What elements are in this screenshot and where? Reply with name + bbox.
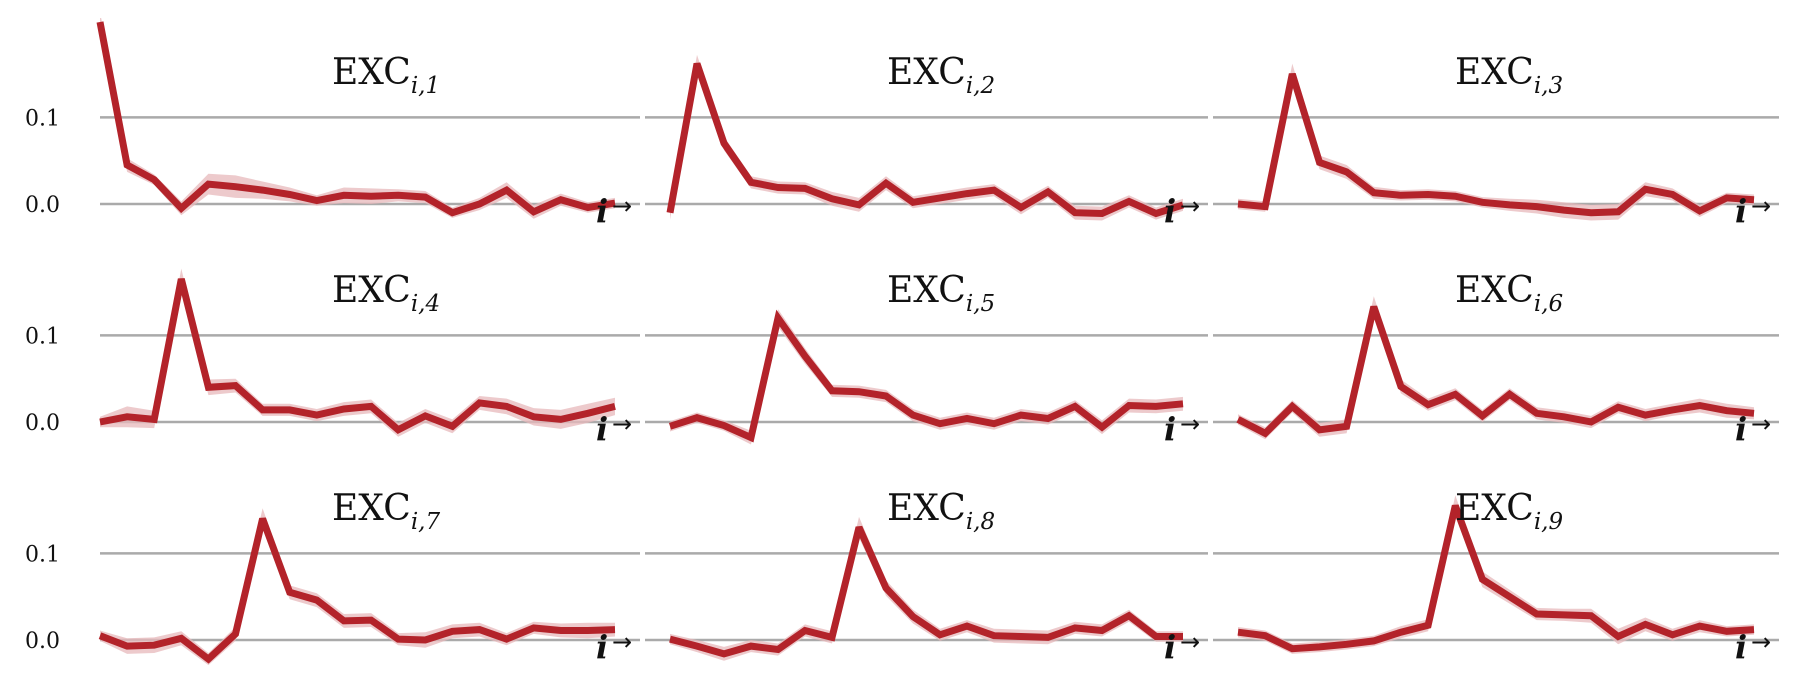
x-axis-label: i: [1164, 192, 1176, 230]
x-axis-label: i: [1735, 410, 1747, 448]
y-tick-label: 0.0: [25, 411, 60, 436]
x-axis-arrow: →: [1751, 628, 1771, 656]
x-axis-arrow: →: [612, 410, 632, 438]
panel-4: 0.0 0.1 EXCi,4 i →: [25, 268, 640, 448]
x-axis-arrow: →: [1180, 410, 1200, 438]
y-tick-label: 0.0: [25, 629, 60, 654]
panel-1: 0.0 0.1 EXCi,1 i →: [25, 18, 640, 230]
y-tick-label: 0.1: [25, 324, 60, 349]
x-axis-label: i: [596, 192, 608, 230]
panel-2: EXCi,2 i →: [645, 52, 1208, 230]
confidence-band: [1238, 63, 1754, 221]
series-line: [1236, 305, 1755, 438]
confidence-band: [1238, 296, 1754, 440]
panel-title: EXCi,7: [332, 488, 440, 535]
series-line: [669, 525, 1183, 658]
x-axis-label: i: [1164, 410, 1176, 448]
series-line: [1237, 504, 1755, 653]
panel-title: EXCi,5: [887, 270, 995, 317]
panel-5: EXCi,5 i →: [645, 270, 1208, 448]
panel-title: EXCi,2: [887, 52, 995, 99]
panel-title: EXCi,9: [1455, 488, 1563, 535]
series-line: [668, 309, 1184, 443]
series-line: [96, 21, 616, 217]
x-axis-arrow: →: [1751, 410, 1771, 438]
x-axis-arrow: →: [1751, 192, 1771, 220]
y-tick-label: 0.1: [25, 542, 60, 567]
panel-title: EXCi,1: [332, 52, 440, 99]
panel-title: EXCi,3: [1455, 52, 1563, 99]
y-tick-label: 0.0: [25, 193, 60, 218]
confidence-band: [100, 508, 615, 666]
x-axis-label: i: [596, 628, 608, 666]
panel-title: EXCi,6: [1455, 270, 1563, 317]
x-axis-arrow: →: [612, 628, 632, 656]
series-line: [666, 62, 1185, 218]
series-line: [98, 517, 616, 664]
x-axis-label: i: [1735, 192, 1747, 230]
x-axis-label: i: [1735, 628, 1747, 666]
x-axis-label: i: [1164, 628, 1176, 666]
x-axis-arrow: →: [1180, 192, 1200, 220]
series-line: [1237, 72, 1755, 217]
y-tick-label: 0.1: [25, 106, 60, 131]
x-axis-label: i: [596, 410, 608, 448]
panel-8: EXCi,8 i →: [645, 488, 1208, 666]
confidence-band: [670, 516, 1183, 661]
panel-3: EXCi,3 i →: [1213, 52, 1779, 230]
x-axis-arrow: →: [1180, 628, 1200, 656]
panel-title: EXCi,8: [887, 488, 995, 535]
panel-title: EXCi,4: [332, 270, 440, 317]
panel-7: 0.0 0.1 EXCi,7 i →: [25, 488, 640, 666]
series-line: [99, 278, 616, 434]
confidence-band: [100, 18, 615, 219]
x-axis-arrow: →: [612, 192, 632, 220]
panel-6: EXCi,6 i →: [1213, 270, 1779, 448]
panel-9: EXCi,9 i →: [1213, 488, 1779, 666]
